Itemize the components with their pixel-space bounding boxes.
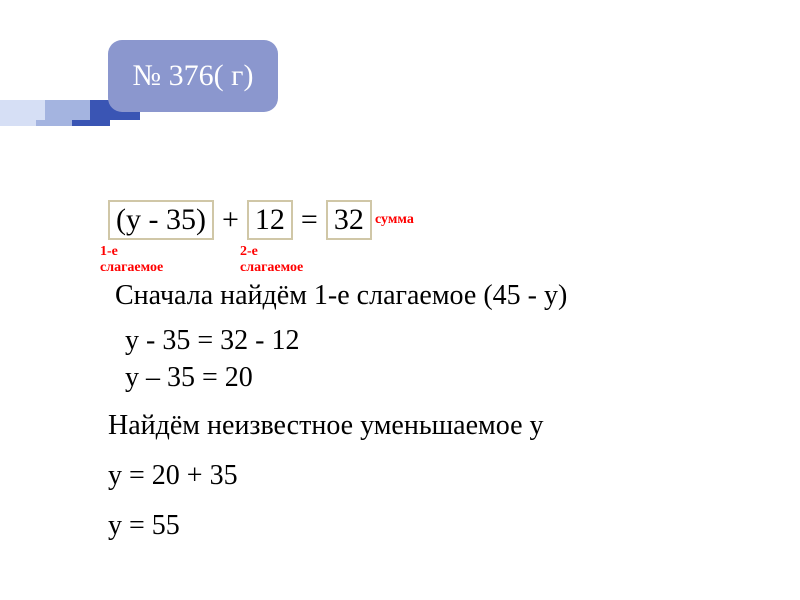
step-1-text: Сначала найдём 1-е слагаемое (45 - у) bbox=[115, 280, 567, 312]
step-5-text: у = 20 + 35 bbox=[108, 460, 238, 492]
first-addend-box: (у - 35) bbox=[108, 200, 214, 240]
bar-segment-light bbox=[0, 100, 45, 120]
step-6-text: у = 55 bbox=[108, 510, 180, 542]
sum-label: сумма bbox=[375, 212, 414, 228]
bar-segment-dark bbox=[72, 120, 110, 126]
bar-segment-mid bbox=[36, 120, 72, 126]
equation-row: (у - 35) + 12 = 32 bbox=[108, 200, 372, 240]
bar-segment-mid bbox=[45, 100, 90, 120]
step-4-text: Найдём неизвестное уменьшаемое у bbox=[108, 410, 544, 442]
header-gradient-bar-thin bbox=[0, 120, 110, 126]
main-equation: (у - 35) + 12 = 32 bbox=[108, 200, 372, 240]
bar-segment-light bbox=[0, 120, 36, 126]
equals-sign: = bbox=[301, 203, 318, 237]
step-2-text: у - 35 = 32 - 12 bbox=[125, 325, 299, 357]
first-addend-label: 1-е слагаемое bbox=[100, 244, 163, 276]
second-addend-box: 12 bbox=[247, 200, 293, 240]
step-3-text: у – 35 = 20 bbox=[125, 362, 253, 394]
second-addend-label: 2-е слагаемое bbox=[240, 244, 303, 276]
plus-sign: + bbox=[222, 203, 239, 237]
sum-box: 32 bbox=[326, 200, 372, 240]
problem-number-badge: № 376( г) bbox=[108, 40, 278, 112]
problem-number-text: № 376( г) bbox=[133, 59, 254, 93]
